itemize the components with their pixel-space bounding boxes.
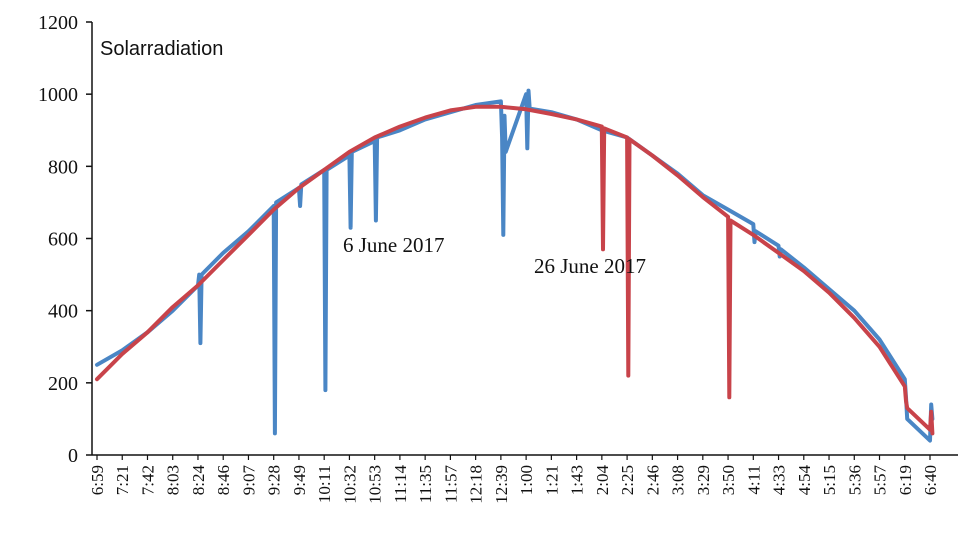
- x-tick-label: 6:19: [896, 465, 915, 495]
- x-tick-label: 11:35: [416, 465, 435, 503]
- annotation-layer: 6 June 2017 26 June 2017: [343, 233, 646, 278]
- x-tick-label: 5:15: [820, 465, 839, 495]
- x-tick-label: 2:25: [618, 465, 637, 495]
- x-tick-label: 11:57: [441, 465, 460, 504]
- x-tick-label: 8:03: [164, 465, 183, 495]
- x-tick-label: 1:00: [517, 465, 536, 495]
- series-line-june-6: [95, 88, 935, 443]
- x-tick-label: 3:50: [719, 465, 738, 495]
- y-tick-label: 200: [48, 373, 78, 395]
- x-tick-label: 6:40: [921, 465, 940, 495]
- series-line-june-26: [95, 104, 935, 436]
- x-tick-label: 11:14: [391, 465, 410, 504]
- series-layer: [95, 88, 935, 443]
- y-tick-label: 1200: [38, 12, 78, 34]
- x-tick-label: 4:11: [744, 465, 763, 495]
- x-tick-label: 3:08: [669, 465, 688, 495]
- x-tick-label: 10:11: [315, 465, 334, 503]
- x-tick-label: 6:59: [88, 465, 107, 495]
- x-tick-label: 1:21: [542, 465, 561, 495]
- x-tick-label: 4:54: [795, 465, 814, 496]
- y-ticks: 0 200 400 600 800 1000 1200: [38, 12, 92, 467]
- y-tick-label: 1000: [38, 84, 78, 106]
- x-tick-label: 3:29: [694, 465, 713, 495]
- annotation-label: 26 June 2017: [534, 254, 646, 278]
- x-tick-label: 5:36: [845, 465, 864, 495]
- x-tick-label: 9:07: [239, 465, 258, 496]
- x-tick-label: 9:28: [265, 465, 284, 495]
- annotation-label: 6 June 2017: [343, 233, 445, 257]
- y-tick-label: 400: [48, 301, 78, 323]
- x-tick-label: 12:39: [492, 465, 511, 504]
- x-tick-label: 7:21: [113, 465, 132, 495]
- x-tick-label: 7:42: [138, 465, 157, 495]
- x-tick-label: 8:24: [189, 465, 208, 496]
- axes: [91, 22, 958, 456]
- x-tick-label: 4:33: [770, 465, 789, 495]
- x-tick-label: 12:18: [467, 465, 486, 504]
- x-ticks: 6:59 7:21 7:42 8:03 8:24 8:46 9:07 9:28 9:49 10:1…: [88, 455, 940, 504]
- x-tick-label: 2:04: [593, 465, 612, 496]
- y-axis-label: Solarradiation: [100, 38, 223, 60]
- x-tick-label: 1:43: [568, 465, 587, 495]
- x-tick-label: 10:32: [340, 465, 359, 504]
- y-tick-label: 600: [48, 229, 78, 251]
- y-tick-label: 0: [68, 445, 78, 467]
- x-tick-label: 9:49: [290, 465, 309, 495]
- x-tick-label: 2:46: [643, 465, 662, 495]
- x-tick-label: 8:46: [214, 465, 233, 495]
- x-tick-label: 10:53: [366, 465, 385, 504]
- x-tick-label: 5:57: [871, 465, 890, 496]
- y-tick-label: 800: [48, 156, 78, 178]
